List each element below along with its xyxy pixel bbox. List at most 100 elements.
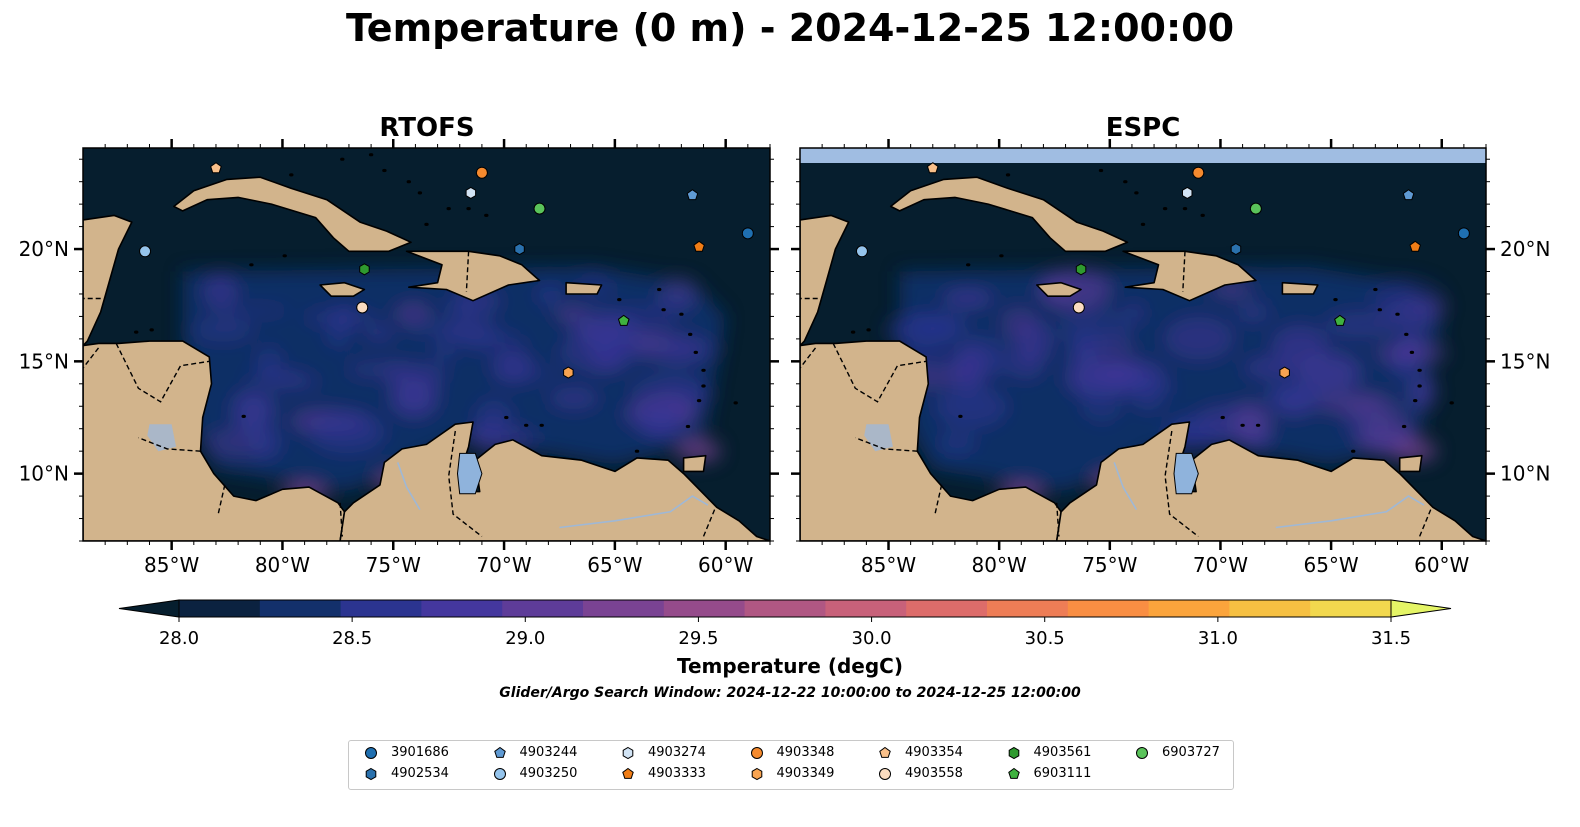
colorbar-segment	[502, 600, 584, 617]
legend-marker-icon	[751, 767, 762, 781]
country-border	[138, 437, 201, 452]
small-island	[634, 449, 640, 453]
small-island	[866, 328, 871, 332]
colorbar-segment	[179, 600, 261, 617]
land-masses	[800, 153, 1486, 541]
river-line	[1275, 495, 1425, 529]
legend-marker-icon	[1007, 767, 1020, 779]
legend-label: 4903349	[776, 766, 835, 781]
small-island	[1409, 350, 1415, 354]
small-island	[1200, 213, 1205, 217]
map-panel-espc: 85°W 80°W 75°W 70°W 65°W 60°W 20°N 15°N 10°N	[791, 139, 1550, 577]
map-frame	[799, 147, 1487, 542]
float-marker-4903250	[139, 245, 152, 258]
colorbar-segment	[583, 600, 665, 617]
small-island	[661, 308, 666, 312]
land-south-am	[339, 421, 770, 541]
lat-tick-label: 20°N	[1500, 237, 1550, 261]
colorbar-segment	[987, 600, 1069, 617]
float-marker-3901686	[741, 227, 754, 240]
legend-marker-icon	[879, 768, 891, 780]
small-island	[1404, 332, 1409, 336]
lat-tick-label: 15°N	[19, 349, 69, 373]
float-marker-4903333	[693, 240, 705, 252]
small-island	[424, 222, 429, 226]
no-data-band	[800, 148, 1486, 163]
small-island	[241, 414, 246, 418]
small-island	[539, 423, 544, 427]
small-island	[1377, 308, 1383, 312]
country-border	[855, 437, 918, 452]
temperature-field	[83, 267, 726, 539]
small-island	[966, 263, 971, 267]
lon-tick-label: 85°W	[861, 553, 916, 577]
small-island	[679, 312, 684, 316]
land-puerto-rico	[1281, 281, 1319, 295]
float-legend: 3901686 4902534 4903244 4903250 4903274 49033…	[348, 740, 1234, 790]
float-marker-6903727	[1249, 202, 1262, 215]
land-yucatan	[800, 214, 850, 347]
small-island	[1373, 287, 1378, 292]
colorbar-segment	[421, 600, 503, 617]
country-border	[83, 347, 100, 369]
float-marker-3901686	[1457, 227, 1470, 240]
small-island	[249, 263, 254, 267]
lon-tick-label: 60°W	[1414, 553, 1469, 577]
lon-tick-label: 65°W	[587, 553, 642, 577]
small-island	[1162, 207, 1168, 211]
land-trinidad	[1398, 454, 1423, 473]
small-island	[382, 168, 387, 173]
legend-marker-icon	[750, 747, 763, 759]
float-marker-4903244	[686, 189, 699, 201]
lat-tick-label: 15°N	[1500, 349, 1550, 373]
float-marker-4903349	[563, 366, 574, 379]
observation-markers	[855, 162, 1470, 379]
colorbar-tick-label: 30.5	[1025, 628, 1065, 649]
small-island	[524, 423, 529, 427]
legend-marker-icon	[1008, 746, 1019, 760]
land-trinidad	[682, 454, 707, 473]
small-island	[850, 330, 856, 334]
float-marker-4903333	[1409, 240, 1421, 252]
small-island	[1417, 384, 1422, 388]
country-border	[1056, 502, 1060, 537]
colorbar-segment	[1067, 600, 1150, 617]
small-island	[688, 332, 693, 336]
river-line	[559, 495, 709, 529]
panel-title-rtofs: RTOFS	[379, 113, 475, 143]
float-marker-4903274	[465, 186, 477, 199]
lat-tick-label: 20°N	[19, 237, 69, 261]
land-masses	[83, 153, 770, 541]
small-island	[1123, 180, 1128, 184]
colorbar-tick-label: 29.5	[678, 628, 718, 649]
small-island	[1240, 423, 1245, 427]
colorbar-segment	[259, 600, 342, 617]
legend-marker-icon	[493, 746, 506, 758]
colorbar-tick-label: 29.0	[505, 628, 545, 649]
river-line	[1113, 462, 1138, 511]
float-marker-4903250	[855, 245, 868, 258]
lon-tick-label: 60°W	[698, 553, 753, 577]
country-border	[832, 343, 927, 403]
lon-tick-label: 80°W	[255, 553, 310, 577]
legend-label: 4903348	[776, 745, 835, 760]
float-marker-4902534	[514, 243, 525, 256]
small-island	[1182, 207, 1188, 211]
small-island	[1134, 191, 1139, 195]
small-island	[1098, 168, 1104, 173]
float-marker-4903244	[1402, 189, 1415, 201]
small-island	[1395, 312, 1400, 316]
colorbar-under-arrow	[118, 599, 180, 618]
legend-marker-icon	[622, 746, 634, 760]
float-marker-6903111	[1334, 314, 1346, 326]
legend-label: 4903561	[1033, 745, 1092, 760]
lake-maracaibo	[456, 452, 483, 495]
float-marker-4903349	[1279, 366, 1290, 379]
float-marker-4903348	[1192, 166, 1205, 179]
lake-nicaragua	[864, 424, 893, 452]
lon-tick-label: 75°W	[366, 553, 421, 577]
observation-markers	[139, 162, 754, 379]
country-border	[800, 347, 817, 369]
lon-tick-label: 70°W	[1193, 553, 1248, 577]
